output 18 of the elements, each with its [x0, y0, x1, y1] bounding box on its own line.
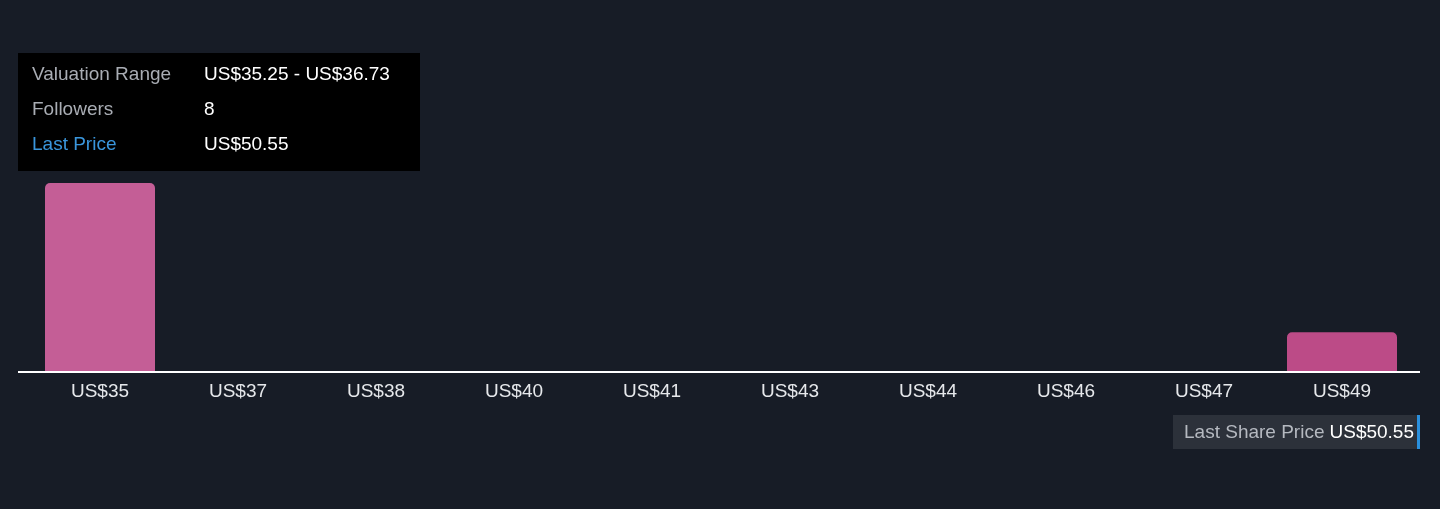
x-tick-label: US$44	[898, 380, 958, 402]
x-tick-label: US$37	[208, 380, 268, 402]
text: US$50.55	[1329, 421, 1414, 443]
x-tick-label: US$43	[760, 380, 820, 402]
text: Valuation Range	[32, 62, 172, 85]
x-tick-label: US$46	[1036, 380, 1096, 402]
text: 8	[204, 97, 215, 120]
x-tick-label: US$38	[346, 380, 406, 402]
text: US$50.55	[204, 132, 289, 155]
text: US$35.25 - US$36.73	[204, 62, 390, 85]
x-tick-label: US$41	[622, 380, 682, 402]
text: Last Price	[32, 132, 117, 155]
text: Followers	[32, 97, 114, 120]
x-tick-label: US$40	[484, 380, 544, 402]
x-tick-label: US$47	[1174, 380, 1234, 402]
x-tick-label: US$35	[70, 380, 130, 402]
text: Last Share Price	[1184, 421, 1325, 443]
x-tick-label: US$49	[1312, 380, 1372, 402]
